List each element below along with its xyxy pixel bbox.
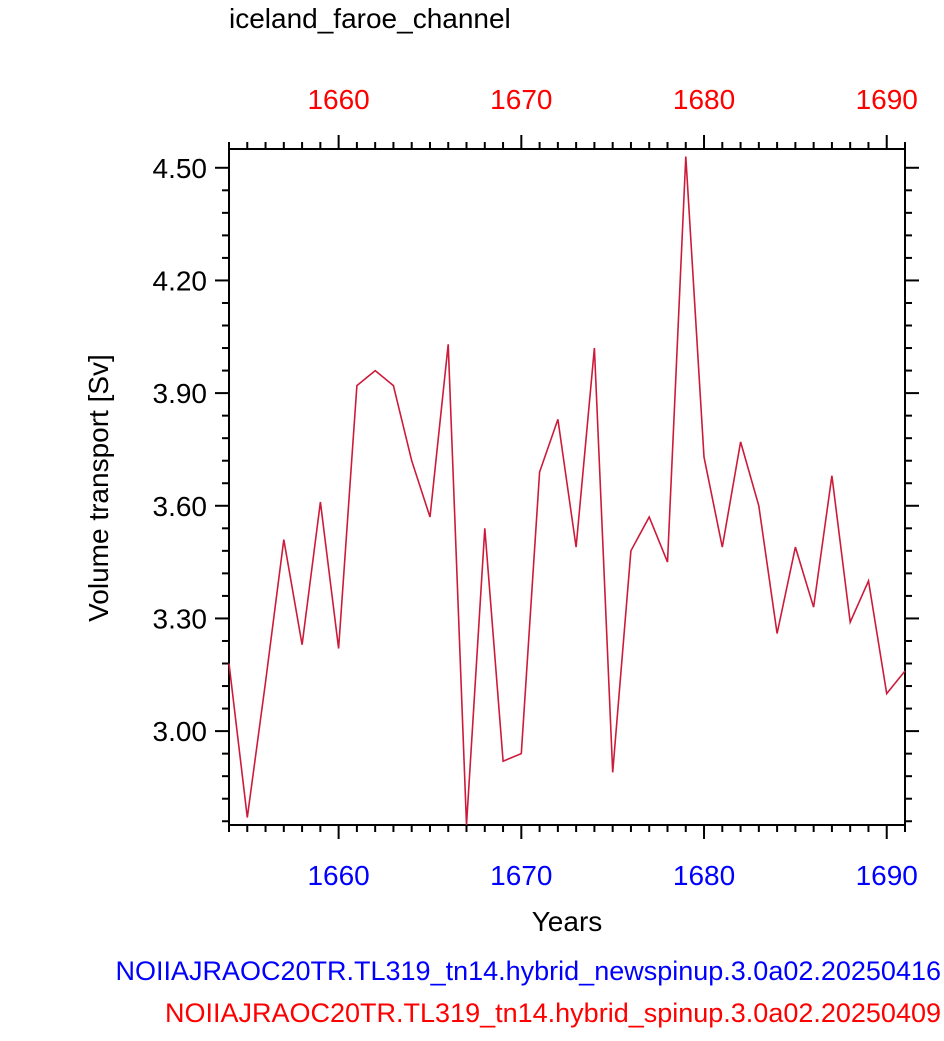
x-tick-label-top: 1680 [673,84,735,115]
y-tick-label: 4.20 [153,265,208,296]
x-tick-label-bottom: 1680 [673,860,735,891]
x-tick-label-bottom: 1690 [856,860,918,891]
y-tick-label: 3.30 [153,603,208,634]
y-tick-label: 3.00 [153,716,208,747]
x-axis-label: Years [532,906,603,937]
plot-frame [228,148,906,826]
x-tick-label-bottom: 1670 [490,860,552,891]
chart-title: iceland_faroe_channel [229,3,511,34]
legend-series-1: NOIIAJRAOC20TR.TL319_tn14.hybrid_newspin… [115,956,941,986]
plot-layer: 1660 1660 1670 1670 1680 1680 1690 1690 3.00 3.30… [153,84,919,891]
y-tick-label: 3.90 [153,378,208,409]
x-tick-label-bottom: 1660 [307,860,369,891]
y-axis-label: Volume transport [Sv] [83,354,114,622]
x-tick-label-top: 1660 [307,84,369,115]
y-tick-label: 4.50 [153,153,208,184]
x-tick-label-top: 1670 [490,84,552,115]
series-line-2 [228,156,906,826]
legend-series-2: NOIIAJRAOC20TR.TL319_tn14.hybrid_spinup.… [165,998,941,1028]
y-tick-label: 3.60 [153,491,208,522]
x-tick-label-top: 1690 [856,84,918,115]
